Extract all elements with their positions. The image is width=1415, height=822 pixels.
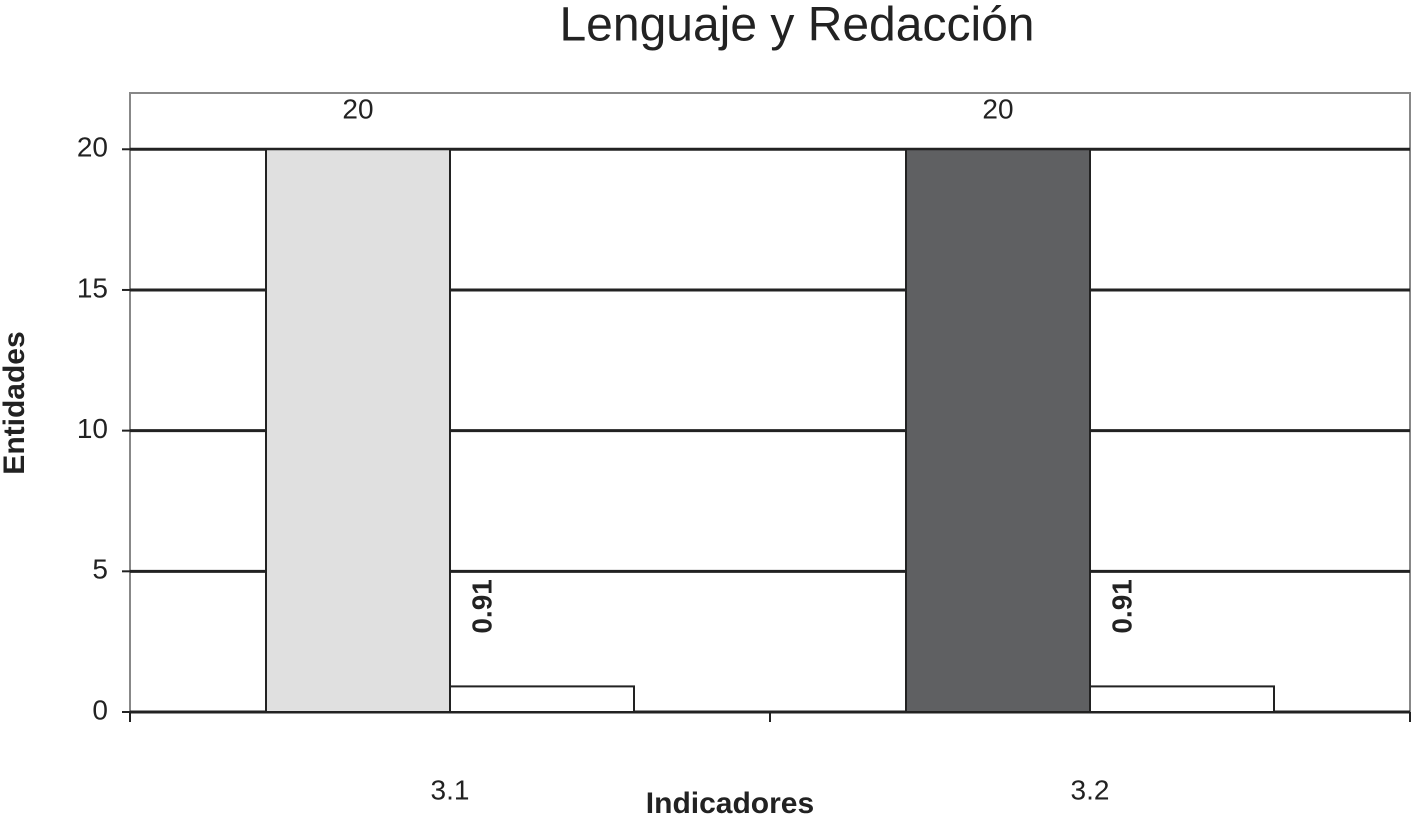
x-axis-label: Indicadores <box>646 787 814 820</box>
x-tick-label: 3.2 <box>1071 774 1110 805</box>
value-label: 0.91 <box>1106 579 1137 634</box>
y-tick-label: 15 <box>77 272 108 303</box>
y-tick-label: 20 <box>77 132 108 163</box>
bar <box>1089 685 1275 714</box>
y-tick-label: 0 <box>92 694 108 725</box>
chart-title: Lenguaje y Redacción <box>559 0 1034 52</box>
value-label: 20 <box>982 94 1013 125</box>
bar <box>905 148 1091 714</box>
value-label: 20 <box>342 94 373 125</box>
y-tick-label: 10 <box>77 413 108 444</box>
y-tick-label: 5 <box>92 554 108 585</box>
x-tick-label: 3.1 <box>431 774 470 805</box>
y-axis-label: Entidades <box>0 331 31 474</box>
value-label: 0.91 <box>466 579 497 634</box>
bar <box>449 685 635 714</box>
bar <box>265 148 451 714</box>
